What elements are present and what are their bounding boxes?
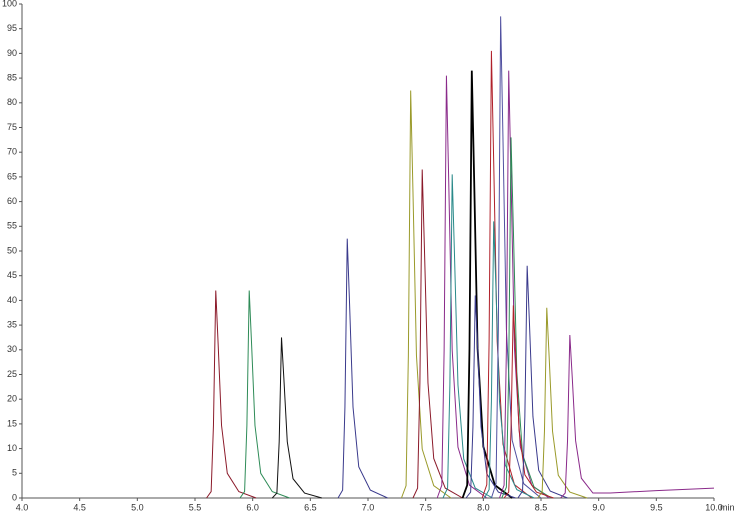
chromatogram-trace	[465, 295, 516, 499]
chromatogram-trace	[436, 75, 488, 499]
chromatogram-trace	[484, 221, 535, 499]
y-tick-label: 25	[7, 369, 17, 379]
x-tick-label: 8.5	[535, 502, 548, 512]
x-tick-label: 5.5	[189, 502, 202, 512]
y-tick-label: 75	[7, 122, 17, 132]
y-tick-label: 45	[7, 270, 17, 280]
chromatogram-trace	[517, 265, 568, 499]
y-tick-label: 20	[7, 394, 17, 404]
chromatogram-trace	[271, 337, 323, 499]
x-tick-label: 6.5	[304, 502, 317, 512]
y-tick-label: 80	[7, 97, 17, 107]
chromatogram-trace	[481, 50, 533, 499]
x-tick-label: 10.0	[705, 502, 723, 512]
chromatogram-trace	[490, 16, 542, 499]
y-tick-label: 40	[7, 295, 17, 305]
x-tick-label: 4.0	[16, 502, 29, 512]
x-axis-label: min	[720, 502, 735, 512]
y-tick-label: 65	[7, 171, 17, 181]
y-tick-label: 85	[7, 72, 17, 82]
y-tick-label: 0	[12, 492, 17, 502]
y-tick-label: 35	[7, 319, 17, 329]
x-tick-label: 9.5	[650, 502, 663, 512]
x-tick-label: 9.0	[592, 502, 605, 512]
x-tick-label: 7.0	[362, 502, 375, 512]
chromatogram-trace	[239, 290, 290, 499]
y-tick-label: 15	[7, 418, 17, 428]
x-tick-label: 5.0	[131, 502, 144, 512]
y-tick-label: 30	[7, 344, 17, 354]
y-tick-label: 95	[7, 23, 17, 33]
chromatogram-trace	[337, 238, 388, 499]
chromatogram-trace	[503, 305, 554, 499]
y-tick-label: 55	[7, 221, 17, 231]
y-tick-label: 60	[7, 196, 17, 206]
chromatogram-trace	[501, 137, 552, 499]
chromatogram-trace	[400, 90, 452, 499]
chromatogram-trace	[560, 334, 715, 499]
x-tick-label: 7.5	[419, 502, 432, 512]
chromatogram-trace	[412, 169, 463, 499]
y-tick-label: 100	[2, 0, 17, 8]
x-tick-label: 6.0	[246, 502, 259, 512]
x-tick-label: 4.5	[73, 502, 86, 512]
y-tick-label: 10	[7, 443, 17, 453]
y-tick-label: 70	[7, 147, 17, 157]
y-tick-label: 50	[7, 245, 17, 255]
chromatogram-trace	[461, 70, 513, 499]
y-tick-label: 90	[7, 48, 17, 58]
x-tick-label: 8.0	[477, 502, 490, 512]
y-tick-label: 5	[12, 468, 17, 478]
chromatogram-trace	[206, 290, 257, 499]
